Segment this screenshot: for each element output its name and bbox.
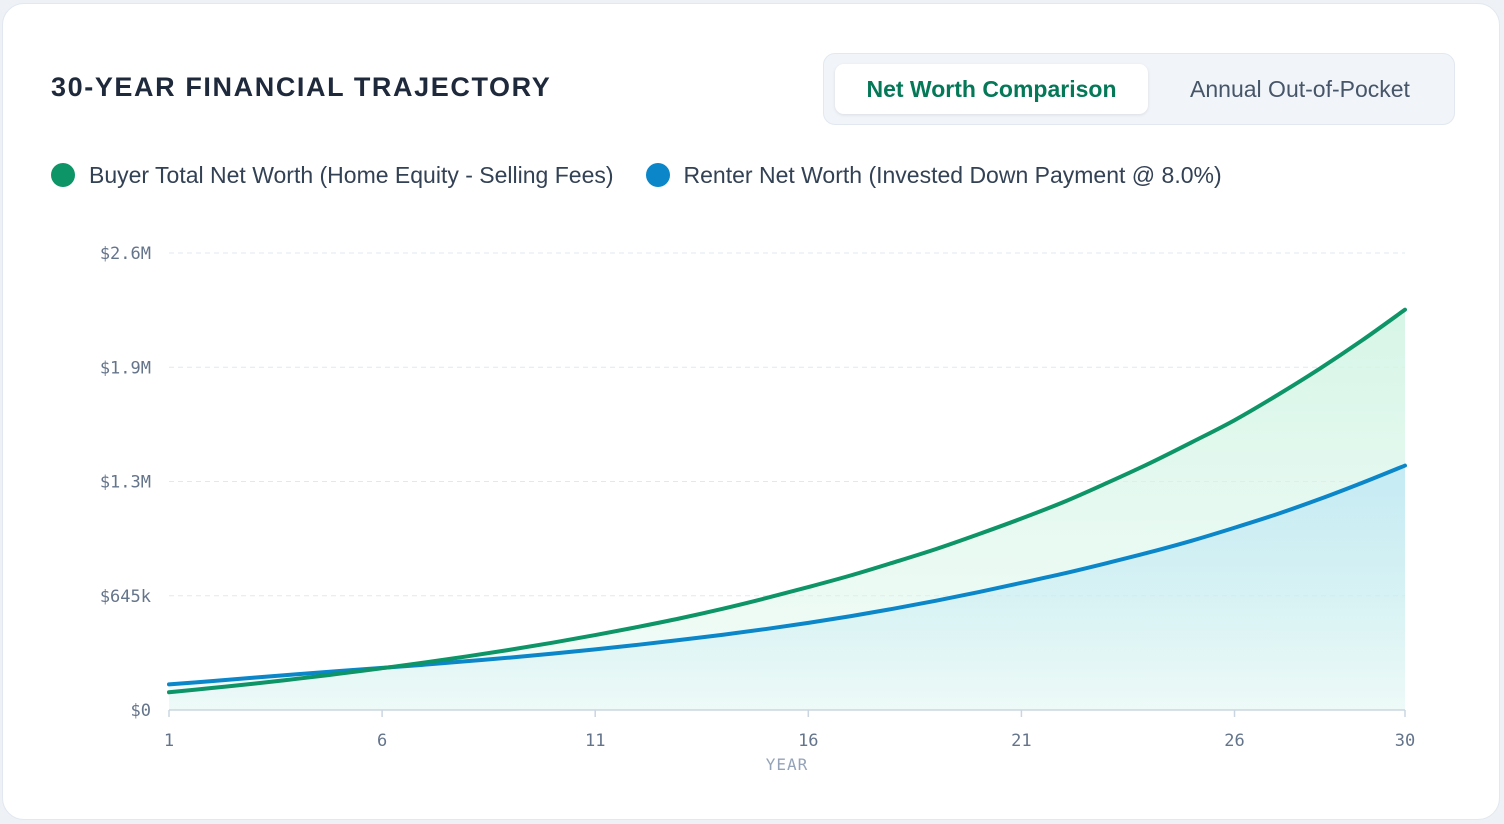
y-tick-label: $1.9M [100,358,151,378]
renter-area [169,465,1405,710]
x-tick-label: 1 [164,731,174,751]
x-tick-label: 16 [798,731,818,751]
x-tick-label: 11 [585,731,605,751]
x-tick-label: 6 [377,731,387,751]
x-tick-label: 26 [1224,731,1244,751]
y-tick-label: $0 [131,701,151,721]
x-tick-label: 30 [1395,731,1415,751]
y-tick-label: $645k [100,587,151,607]
legend-item-renter: Renter Net Worth (Invested Down Payment … [645,161,1222,189]
chart-title: 30-YEAR FINANCIAL TRAJECTORY [51,72,552,102]
tab-net-worth-comparison[interactable]: Net Worth Comparison [835,64,1148,114]
x-axis-title: YEAR [766,755,809,774]
legend-dot-buyer [51,163,75,187]
legend-item-buyer: Buyer Total Net Worth (Home Equity - Sel… [51,162,614,189]
buyer-line [167,307,1407,695]
legend-dot-renter [645,163,670,187]
legend-label-buyer: Buyer Total Net Worth (Home Equity - Sel… [89,161,614,188]
view-toggle: Net Worth Comparison Annual Out-of-Pocke… [823,53,1455,125]
tab-annual-out-of-pocket[interactable]: Annual Out-of-Pocket [1190,76,1410,102]
y-tick-label: $2.6M [100,244,151,264]
x-tick-label: 21 [1011,731,1031,751]
y-tick-label: $1.3M [100,473,151,493]
legend-label-renter: Renter Net Worth (Invested Down Payment … [683,161,1222,188]
chart-legend: Buyer Total Net Worth (Home Equity - Sel… [51,157,1254,193]
